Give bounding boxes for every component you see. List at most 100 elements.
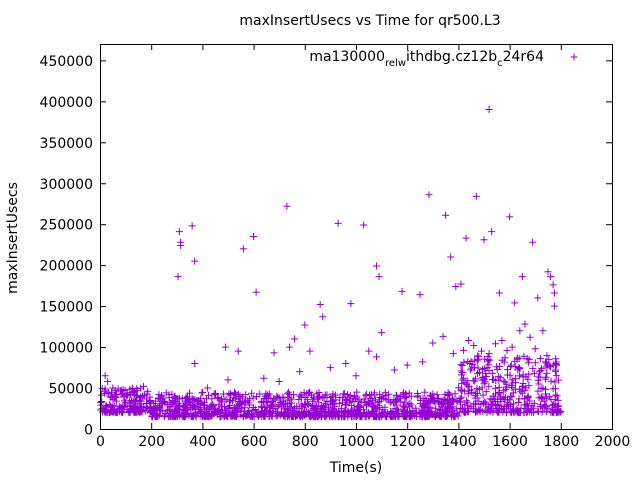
- data-point: [347, 300, 355, 308]
- data-point-dense: [553, 392, 561, 400]
- data-point-dense: [474, 370, 482, 378]
- data-point: [534, 294, 542, 302]
- data-point-dense: [552, 355, 560, 363]
- data-point-dense: [433, 391, 441, 399]
- data-point-dense: [441, 395, 449, 403]
- data-point-dense: [470, 400, 478, 408]
- data-point: [549, 281, 557, 289]
- data-point-dense: [253, 392, 261, 400]
- data-point-dense: [365, 412, 373, 420]
- data-point-dense: [419, 401, 427, 409]
- data-point-dense: [196, 397, 204, 405]
- data-point: [204, 384, 212, 392]
- data-point-dense: [546, 393, 554, 401]
- data-point-dense: [473, 384, 481, 392]
- data-point: [306, 347, 314, 355]
- data-point-dense: [169, 409, 177, 417]
- data-point-dense: [181, 412, 189, 420]
- data-point-dense: [150, 400, 158, 408]
- data-point-dense: [220, 403, 228, 411]
- data-point-dense: [226, 396, 234, 404]
- data-point-dense: [98, 384, 106, 392]
- data-point-dense: [545, 356, 553, 364]
- data-point-dense: [480, 379, 488, 387]
- data-point-dense: [151, 403, 159, 411]
- data-point-dense: [426, 403, 434, 411]
- data-point-dense: [217, 395, 225, 403]
- data-point-dense: [364, 397, 372, 405]
- data-point-dense: [354, 403, 362, 411]
- data-point-dense: [344, 408, 352, 416]
- data-point-dense: [339, 390, 347, 398]
- data-point-dense: [371, 412, 379, 420]
- data-point-dense: [501, 405, 509, 413]
- data-point: [529, 238, 537, 246]
- data-point-dense: [383, 409, 391, 417]
- data-point-dense: [551, 367, 559, 375]
- data-point: [326, 364, 334, 372]
- data-point-dense: [265, 390, 273, 398]
- data-point-dense: [241, 403, 249, 411]
- data-point-dense: [395, 412, 403, 420]
- data-point-dense: [315, 389, 323, 397]
- data-point-dense: [205, 405, 213, 413]
- data-point-dense: [265, 413, 273, 421]
- data-point-dense: [519, 373, 527, 381]
- data-point-dense: [260, 409, 268, 417]
- data-point-dense: [275, 401, 283, 409]
- data-point-dense: [406, 413, 414, 421]
- data-point-dense: [535, 394, 543, 402]
- data-point-dense: [500, 377, 508, 385]
- data-point-dense: [519, 380, 527, 388]
- data-point-dense: [504, 371, 512, 379]
- data-point: [485, 350, 493, 358]
- data-point-dense: [516, 385, 524, 393]
- data-point-dense: [493, 365, 501, 373]
- data-point-dense: [162, 410, 170, 418]
- data-point-dense: [479, 365, 487, 373]
- data-point-dense: [491, 400, 499, 408]
- data-point-dense: [157, 400, 165, 408]
- data-point: [457, 280, 465, 288]
- data-point-dense: [364, 410, 372, 418]
- data-point: [398, 287, 406, 295]
- data-point: [425, 191, 433, 199]
- data-point-dense: [522, 405, 530, 413]
- data-point-dense: [142, 403, 150, 411]
- data-point-dense: [551, 400, 559, 408]
- data-point-dense: [411, 410, 419, 418]
- data-point-dense: [477, 401, 485, 409]
- legend-marker-plus: [570, 53, 578, 61]
- data-point-dense: [440, 399, 448, 407]
- data-point-dense: [167, 413, 175, 421]
- data-point-dense: [551, 378, 559, 386]
- data-point-dense: [221, 407, 229, 415]
- y-tick-label: 250000: [40, 218, 93, 234]
- y-tick-label: 50000: [48, 382, 93, 398]
- data-point-dense: [284, 412, 292, 420]
- data-point-dense: [543, 352, 551, 360]
- data-point-dense: [339, 394, 347, 402]
- data-point-dense: [552, 391, 560, 399]
- data-point-dense: [436, 406, 444, 414]
- data-point-dense: [460, 358, 468, 366]
- data-point-dense: [424, 412, 432, 420]
- data-point-dense: [198, 410, 206, 418]
- data-point-dense: [479, 373, 487, 381]
- data-point-dense: [488, 376, 496, 384]
- data-point: [492, 340, 500, 348]
- data-point: [175, 228, 183, 236]
- data-point-dense: [136, 404, 144, 412]
- data-point: [140, 382, 148, 390]
- data-point-dense: [122, 399, 130, 407]
- data-point-dense: [175, 402, 183, 410]
- data-point-dense: [387, 410, 395, 418]
- data-point-dense: [537, 401, 545, 409]
- data-point-dense: [531, 359, 539, 367]
- data-point-dense: [474, 355, 482, 363]
- data-point-dense: [495, 409, 503, 417]
- data-point-dense: [300, 403, 308, 411]
- data-point-dense: [341, 401, 349, 409]
- data-point-dense: [542, 373, 550, 381]
- data-point-dense: [210, 402, 218, 410]
